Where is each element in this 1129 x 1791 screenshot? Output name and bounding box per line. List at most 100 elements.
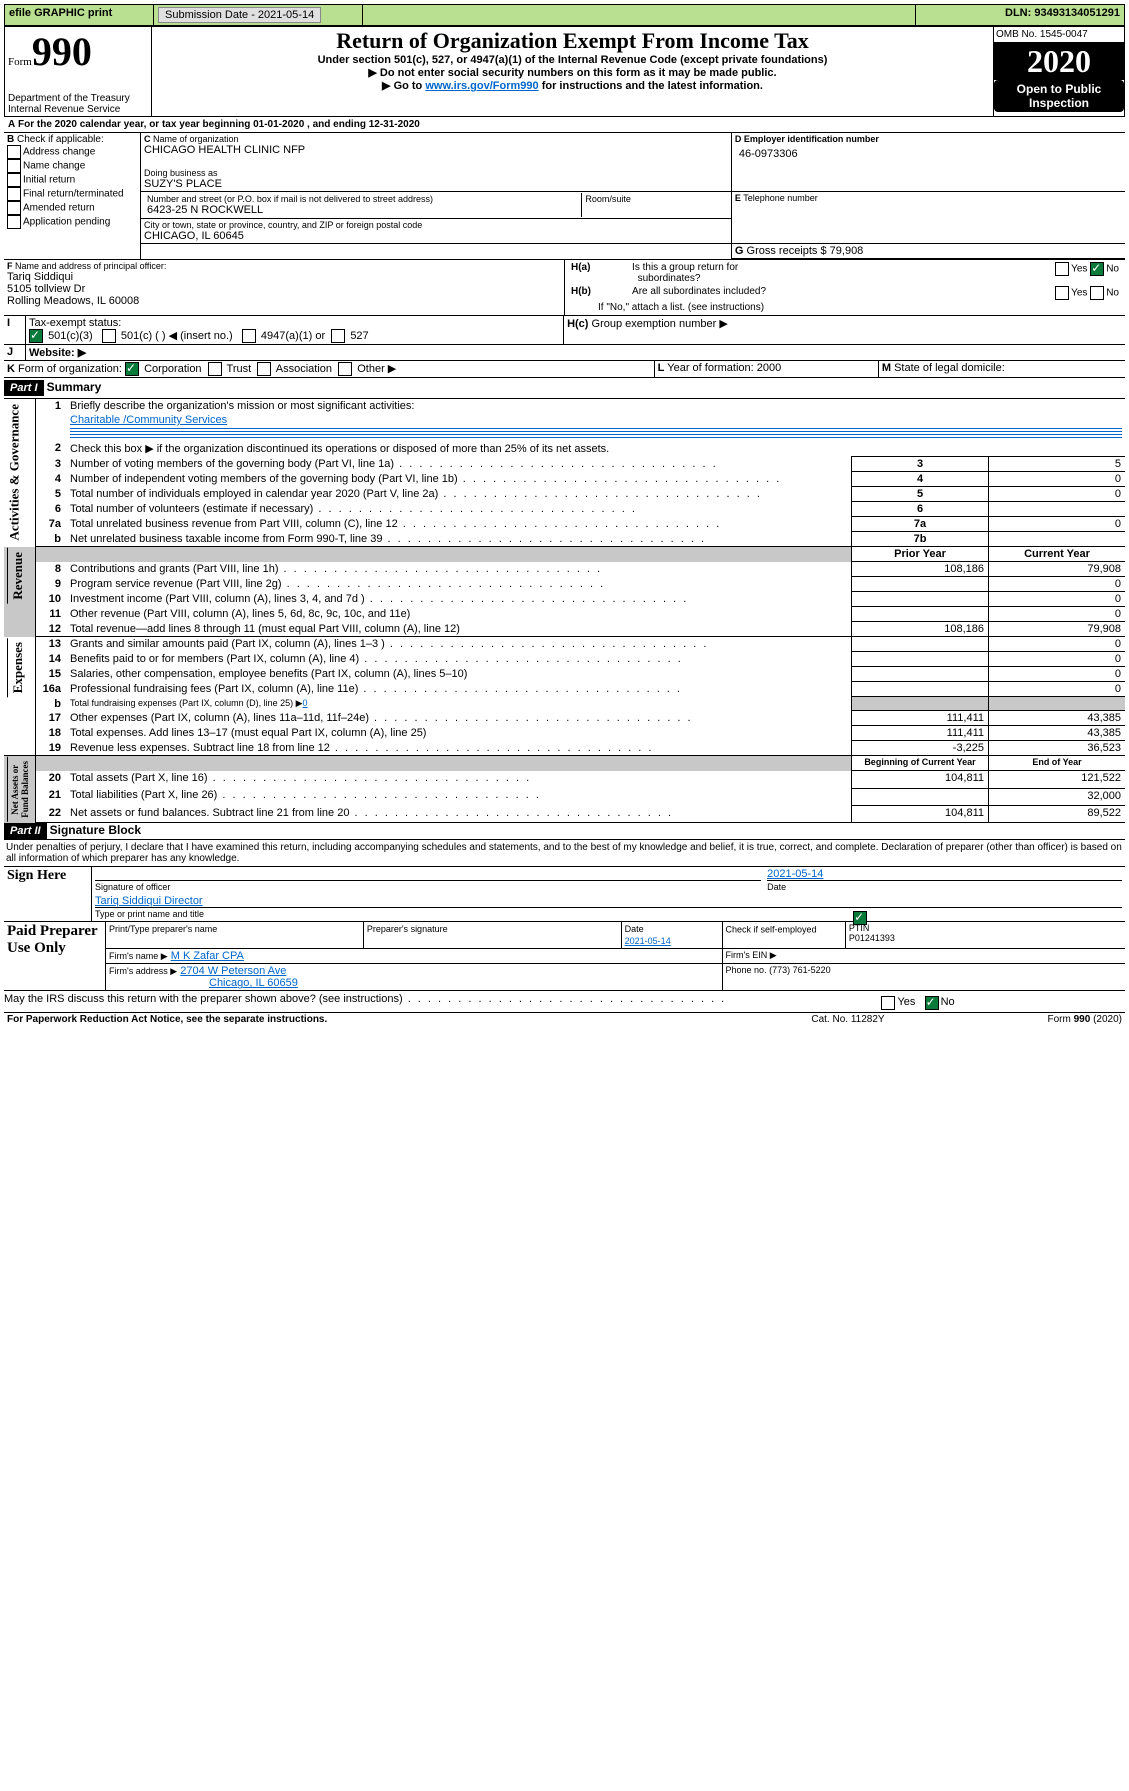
line16b-value: 0 — [303, 698, 308, 708]
prep-date: 2021-05-14 — [625, 936, 671, 946]
k-d: Other ▶ — [357, 363, 396, 375]
subdate-button[interactable]: Submission Date - 2021-05-14 — [158, 7, 321, 23]
discuss-no-checkbox[interactable] — [925, 996, 939, 1010]
line15-label: Salaries, other compensation, employee b… — [67, 667, 852, 682]
website-label: Website: ▶ — [29, 347, 86, 359]
k-c: Association — [276, 363, 332, 375]
line12-prior: 108,186 — [852, 622, 989, 637]
opt-initial: Initial return — [23, 175, 75, 186]
assoc-checkbox[interactable] — [257, 362, 271, 376]
org-name: CHICAGO HEALTH CLINIC NFP — [144, 144, 728, 156]
form-title: Return of Organization Exempt From Incom… — [155, 28, 990, 54]
no1: No — [1106, 264, 1119, 275]
street-address: 6423-25 N ROCKWELL — [147, 204, 578, 216]
subtitle-2: ▶ Do not enter social security numbers o… — [155, 66, 990, 79]
4947-checkbox[interactable] — [242, 329, 256, 343]
dn: No — [941, 996, 955, 1008]
activities-governance-label: Activities & Governance — [4, 399, 36, 547]
trust-checkbox[interactable] — [208, 362, 222, 376]
instructions-link[interactable]: www.irs.gov/Form990 — [425, 80, 538, 92]
line11-curr: 0 — [989, 607, 1126, 622]
ha-no-checkbox[interactable] — [1090, 262, 1104, 276]
line15-curr: 0 — [989, 667, 1126, 682]
line15-prior — [852, 667, 989, 682]
corp-checkbox[interactable] — [125, 362, 139, 376]
form-footer: Form 990 (2020) — [1048, 1014, 1122, 1025]
addr-change-checkbox[interactable] — [7, 145, 21, 159]
line-a: For the 2020 calendar year, or tax year … — [18, 119, 420, 130]
subtitle-1: Under section 501(c), 527, or 4947(a)(1)… — [155, 54, 990, 66]
firmname-label: Firm's name ▶ — [109, 951, 168, 961]
line16a-label: Professional fundraising fees (Part IX, … — [67, 682, 852, 697]
hc-label: Group exemption number ▶ — [592, 318, 728, 330]
discuss-label: May the IRS discuss this return with the… — [4, 993, 878, 1005]
dba-label: Doing business as — [144, 168, 728, 178]
hb-no-checkbox[interactable] — [1090, 286, 1104, 300]
name-change-checkbox[interactable] — [7, 159, 21, 173]
final-return-checkbox[interactable] — [7, 187, 21, 201]
ha2: subordinates? — [638, 273, 701, 284]
initial-return-checkbox[interactable] — [7, 173, 21, 187]
open-public: Open to Public Inspection — [994, 80, 1124, 112]
self-employed-checkbox[interactable] — [853, 911, 867, 925]
line21-end: 32,000 — [989, 788, 1126, 805]
mission-text[interactable]: Charitable /Community Services — [70, 414, 227, 426]
cat-no: Cat. No. 11282Y — [757, 1013, 940, 1026]
527-checkbox[interactable] — [331, 329, 345, 343]
line9-prior — [852, 577, 989, 592]
501c3-checkbox[interactable] — [29, 329, 43, 343]
typed-name: Tariq Siddiqui Director — [95, 895, 203, 907]
part2-hdr: Part II — [4, 823, 47, 839]
discuss-yes-checkbox[interactable] — [881, 996, 895, 1010]
sign-here-label: Sign Here — [4, 867, 70, 922]
k-a: Corporation — [144, 363, 201, 375]
line19-label: Revenue less expenses. Subtract line 18 … — [67, 741, 852, 756]
amended-checkbox[interactable] — [7, 201, 21, 215]
no2: No — [1106, 288, 1119, 299]
part1-hdr: Part I — [4, 380, 44, 396]
line16a-prior — [852, 682, 989, 697]
ha-yes-checkbox[interactable] — [1055, 262, 1069, 276]
opt-name: Name change — [23, 161, 85, 172]
hb-yes-checkbox[interactable] — [1055, 286, 1069, 300]
paid-preparer-label: Paid Preparer Use Only — [4, 922, 106, 991]
k-b: Trust — [227, 363, 252, 375]
netassets-label: Net Assets orFund Balances — [7, 757, 32, 822]
form-word: Form — [8, 56, 32, 68]
line16a-curr: 0 — [989, 682, 1126, 697]
line20-beg: 104,811 — [852, 771, 989, 788]
dba-value: SUZY'S PLACE — [144, 178, 728, 190]
addr-label: Number and street (or P.O. box if mail i… — [147, 194, 578, 204]
perjury-declaration: Under penalties of perjury, I declare th… — [4, 839, 1125, 867]
line10-prior — [852, 592, 989, 607]
line1-label: Briefly describe the organization's miss… — [67, 399, 1125, 413]
line11-prior — [852, 607, 989, 622]
line9-curr: 0 — [989, 577, 1126, 592]
line21-label: Total liabilities (Part X, line 26) — [67, 788, 852, 805]
hb-label: Are all subordinates included? — [629, 285, 958, 301]
part2-title: Signature Block — [50, 823, 141, 837]
line12-label: Total revenue—add lines 8 through 11 (mu… — [67, 622, 852, 637]
other-checkbox[interactable] — [338, 362, 352, 376]
prep-name-label: Print/Type preparer's name — [109, 924, 217, 934]
current-year-hdr: Current Year — [989, 547, 1126, 562]
city-label: City or town, state or province, country… — [144, 220, 728, 230]
room-label: Room/suite — [585, 194, 724, 204]
app-pending-checkbox[interactable] — [7, 215, 21, 229]
d-label: Employer identification number — [744, 134, 879, 144]
line11-label: Other revenue (Part VIII, column (A), li… — [67, 607, 852, 622]
line22-label: Net assets or fund balances. Subtract li… — [67, 806, 852, 823]
sign-date: 2021-05-14 — [767, 868, 823, 880]
line22-beg: 104,811 — [852, 806, 989, 823]
line13-curr: 0 — [989, 637, 1126, 652]
501c-checkbox[interactable] — [102, 329, 116, 343]
firm-name: M K Zafar CPA — [171, 950, 244, 962]
form-header: Form990 Department of the Treasury Inter… — [4, 26, 1125, 117]
h-note: If "No," attach a list. (see instruction… — [568, 301, 1122, 314]
te-d: 527 — [350, 330, 368, 342]
te-b: 501(c) ( ) ◀ (insert no.) — [121, 330, 233, 342]
line18-prior: 111,411 — [852, 726, 989, 741]
eoy-hdr: End of Year — [989, 756, 1126, 771]
line7a-value: 0 — [989, 517, 1126, 532]
line5-value: 0 — [989, 487, 1126, 502]
